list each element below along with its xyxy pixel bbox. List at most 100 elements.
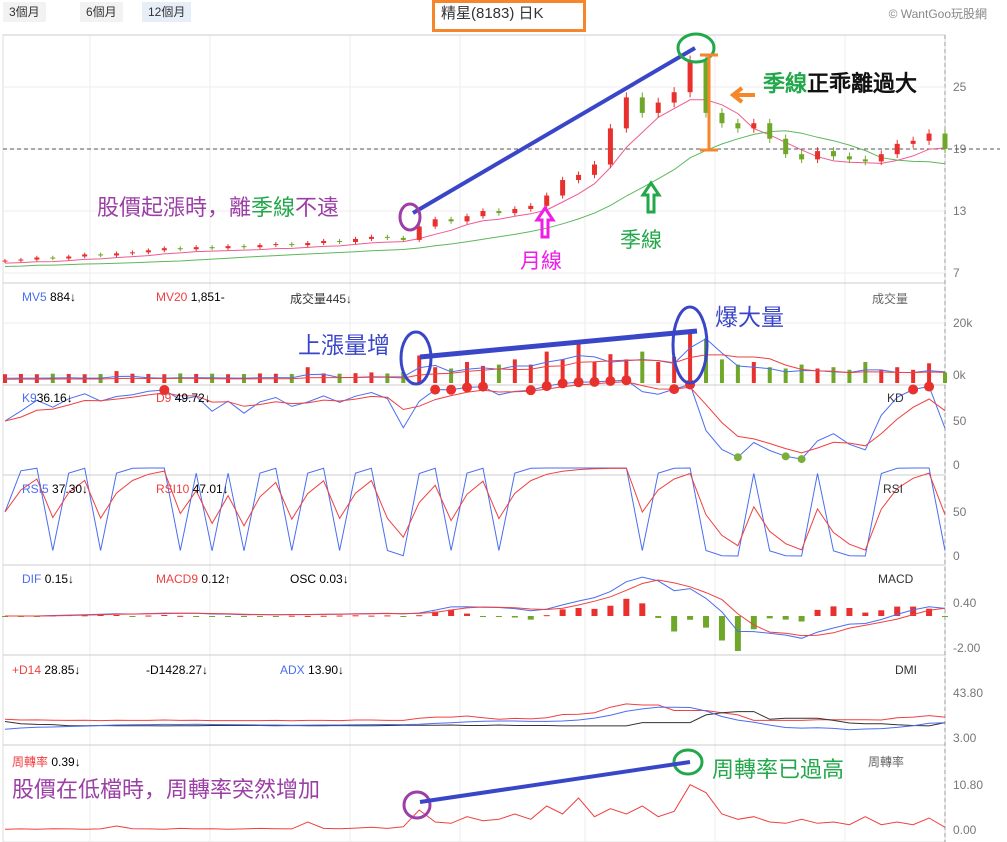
candle-body (305, 243, 311, 246)
volume-tick-label: 20k (953, 316, 973, 330)
dmi-tick-label: 43.80 (953, 686, 983, 700)
start-circle (398, 202, 422, 232)
candle-body (623, 97, 629, 129)
pdi-readout: +D14 28.85↓ (12, 663, 80, 677)
kd-overbought-dot (908, 384, 919, 395)
osc-bar (272, 616, 279, 617)
candle-body (846, 156, 852, 160)
volume-bar (847, 369, 852, 383)
volume-bar (385, 373, 390, 383)
turnover-tick-label: 10.80 (953, 778, 983, 792)
kd-overbought-dot (477, 381, 488, 392)
osc-bar (527, 616, 534, 620)
osc-bar (479, 616, 486, 617)
rsi-tick-label: 0 (953, 549, 960, 563)
orange-arrow-icon (729, 86, 755, 104)
adx-label: ADX (280, 663, 305, 677)
candle-body (815, 151, 821, 160)
annotation-month-line: 月線 (520, 250, 562, 273)
volume-bar (3, 374, 7, 383)
k-value: 36.16↓ (36, 391, 73, 405)
kd-oversold-dot (781, 452, 790, 461)
plus-di-line (4, 703, 946, 722)
osc-bar (448, 609, 455, 616)
turnover-panel-name: 周轉率 (868, 755, 905, 769)
candle-body (639, 97, 645, 113)
candle-body (512, 208, 518, 214)
turnover-low-circle (402, 790, 432, 820)
candle-body (2, 260, 8, 262)
osc-bar (336, 615, 343, 617)
volume-bar (911, 369, 916, 383)
osc-bar (145, 615, 152, 617)
volume-bar (544, 351, 549, 383)
volume-bar (465, 362, 470, 383)
candle-body (687, 61, 693, 93)
volume-burst-circle (671, 305, 709, 385)
osc-bar (655, 616, 662, 618)
volume-bar (576, 343, 581, 383)
osc-bar (750, 616, 757, 630)
tab-3-months[interactable]: 3個月 (3, 2, 46, 22)
candle-body (544, 195, 550, 206)
volume-bar (783, 368, 788, 383)
candle-body (703, 61, 709, 113)
tab-6-months[interactable]: 6個月 (80, 2, 123, 22)
price-tick-label: 19 (953, 142, 967, 156)
osc-bar (830, 606, 837, 616)
osc-bar (416, 615, 423, 617)
osc-bar (193, 616, 200, 617)
turnover-high-circle (672, 748, 704, 776)
kd-overbought-dot (159, 384, 170, 395)
osc-bar (288, 615, 295, 617)
osc-value: 0.03↓ (319, 572, 349, 586)
chart-title: 精星(8183) 日K (432, 0, 586, 32)
annotation-turnover-high: 周轉率已過高 (712, 757, 845, 782)
annotation-overbias-text: 正乖離過大 (807, 71, 918, 96)
adx-readout: ADX 13.90↓ (280, 663, 344, 677)
adx-line (4, 706, 946, 731)
osc-bar (671, 616, 678, 632)
volume-bar (401, 371, 406, 383)
osc-bar (432, 611, 439, 616)
volume-bar (879, 369, 884, 383)
candle-body (735, 123, 741, 129)
mdi-readout: -D1428.27↓ (146, 663, 208, 677)
kd-overbought-dot (541, 381, 552, 392)
trend-line-turnover (419, 760, 691, 804)
season-up-arrow-icon (640, 180, 662, 214)
dif-readout: DIF 0.15↓ (22, 572, 74, 586)
osc-bar (639, 603, 646, 616)
osc-bar (225, 616, 232, 617)
kd-overbought-dot (430, 384, 441, 395)
osc-bar (495, 616, 502, 617)
candle-body (576, 174, 582, 181)
tab-12-months[interactable]: 12個月 (142, 2, 192, 22)
adx-value: 13.90↓ (308, 663, 345, 677)
annotation-overbias-season: 季線 (763, 71, 808, 96)
volume-tick-label: 0k (953, 368, 967, 382)
osc-readout: OSC 0.03↓ (290, 572, 349, 586)
volume-bar (433, 367, 438, 383)
rsi10-value: 47.01↓ (192, 482, 229, 496)
volume-bar (480, 365, 485, 383)
osc-bar (814, 609, 821, 616)
volume-bar (321, 373, 326, 383)
turnover-tick-label: 0.00 (953, 823, 977, 837)
vol-label: 成交量 (290, 292, 327, 306)
osc-bar (129, 616, 136, 617)
candle-body (66, 256, 72, 259)
candle-body (225, 246, 231, 249)
volume-bar (688, 330, 693, 383)
osc-bar (511, 616, 518, 618)
mv20-label: MV20 (156, 290, 188, 304)
volume-readout: MV5 884↓ (22, 290, 76, 304)
candle-body (368, 236, 374, 239)
d-readout: D9 49.72↓ (156, 391, 211, 405)
osc-label: OSC (290, 572, 317, 586)
candle-body (528, 205, 534, 209)
kd-overbought-dot (462, 382, 473, 393)
vol-readout: 成交量445↓ (290, 290, 352, 307)
osc-bar (718, 616, 725, 641)
